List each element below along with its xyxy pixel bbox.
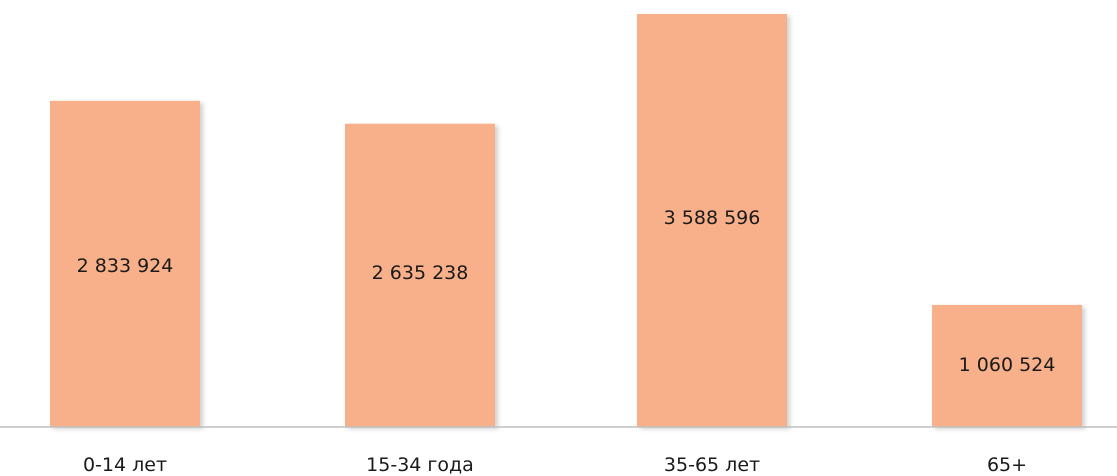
- bar-1: [50, 100, 200, 427]
- bar-series: [50, 14, 1082, 428]
- bar-2: [345, 123, 495, 428]
- x-tick-label-4: 65+: [987, 454, 1027, 476]
- data-label-2: 2 635 238: [372, 262, 469, 284]
- x-tick-label-1: 0-14 лет: [83, 454, 167, 476]
- data-label-3: 3 588 596: [664, 207, 761, 229]
- x-tick-label-2: 15-34 года: [366, 454, 474, 476]
- data-labels: 2 833 924 2 635 238 3 588 596 1 060 524: [77, 207, 1056, 376]
- x-tick-label-3: 35-65 лет: [664, 454, 760, 476]
- data-label-1: 2 833 924: [77, 255, 174, 277]
- bar-3: [637, 14, 787, 427]
- data-label-4: 1 060 524: [959, 354, 1056, 376]
- bar-4: [932, 304, 1082, 427]
- x-axis-tick-labels: 0-14 лет 15-34 года 35-65 лет 65+: [83, 454, 1027, 476]
